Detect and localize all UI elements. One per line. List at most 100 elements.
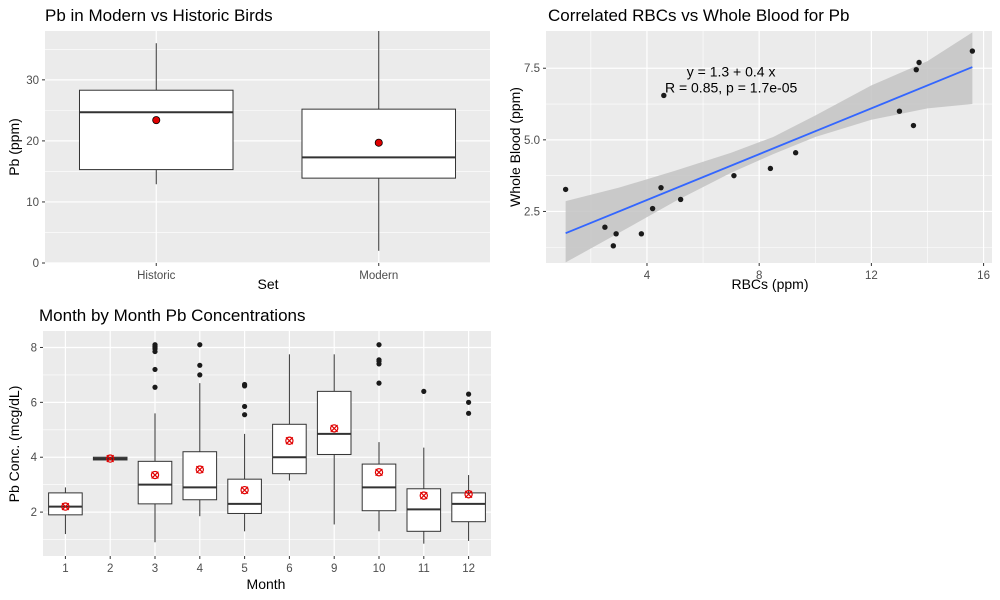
chart-title: Correlated RBCs vs Whole Blood for Pb — [548, 6, 849, 25]
data-point — [562, 186, 569, 193]
confidence-band — [565, 32, 973, 263]
x-tick-label: 4 — [644, 270, 651, 282]
mean-point — [285, 436, 294, 445]
data-point — [658, 184, 664, 191]
y-tick-label: 10 — [26, 197, 39, 209]
x-tick-label: 8 — [756, 270, 762, 282]
outlier-point — [376, 342, 382, 348]
outlier-point — [242, 381, 248, 388]
outlier-point — [466, 399, 472, 405]
scatter-marks: y = 1.3 + 0.4 xR = 0.85, p = 1.7e-05 — [562, 32, 976, 263]
data-point — [661, 92, 667, 99]
box — [227, 478, 262, 514]
y-tick-labels: 2.5 5.0 7.5 — [524, 63, 546, 218]
outlier-point — [197, 362, 203, 368]
mean-point — [195, 465, 204, 474]
x-tick-label: 16 — [977, 270, 990, 282]
y-tick-label: 8 — [31, 342, 37, 354]
y-tick-labels: 2 4 6 8 — [31, 342, 43, 519]
mean-cross — [285, 436, 294, 445]
outlier-point — [197, 372, 203, 378]
y-axis-label: Pb Conc. (mcg/dL) — [6, 386, 22, 503]
data-point — [969, 48, 976, 54]
outlier-point — [242, 412, 248, 418]
mean-point — [330, 424, 339, 433]
y-axis-label: Whole Blood (ppm) — [507, 87, 523, 207]
mean-cross — [61, 502, 70, 511]
y-tick-label: 2 — [31, 507, 37, 519]
x-tick-label: 4 — [197, 563, 204, 575]
mean-cross — [195, 465, 204, 474]
box — [272, 423, 307, 475]
y-tick-labels: 0 10 20 30 — [26, 75, 45, 270]
outlier-point — [466, 391, 472, 397]
mean-cross — [106, 454, 115, 463]
regression-line — [565, 66, 973, 235]
mean-cross — [375, 468, 383, 477]
box-marks — [78, 31, 457, 251]
mean-point — [61, 502, 70, 511]
x-tick-label: 10 — [373, 563, 386, 575]
x-tick-label: 9 — [331, 563, 337, 575]
mean-cross — [419, 491, 428, 500]
regression-equation: y = 1.3 + 0.4 x — [687, 64, 776, 80]
mean-point — [152, 116, 161, 125]
chart-title: Pb in Modern vs Historic Birds — [45, 6, 273, 25]
data-point — [649, 205, 656, 212]
outlier-point — [152, 342, 158, 348]
x-tick-label: 6 — [286, 563, 292, 575]
chart-title: Month by Month Pb Concentrations — [39, 306, 305, 325]
data-point — [602, 224, 608, 230]
x-tick-labels: Historic Modern — [137, 263, 398, 282]
outlier-point — [152, 384, 158, 390]
outlier-point — [376, 357, 382, 363]
data-point — [910, 122, 917, 129]
outlier-point — [376, 380, 382, 386]
data-point — [913, 66, 919, 73]
box — [316, 390, 352, 455]
mean-point — [419, 491, 428, 500]
x-tick-label: 12 — [462, 563, 475, 575]
data-point — [731, 172, 737, 179]
y-tick-label: 0 — [33, 258, 39, 270]
data-point — [767, 165, 774, 172]
y-tick-label: 2.5 — [524, 206, 540, 218]
x-tick-label: 3 — [152, 563, 158, 575]
mean-cross — [240, 486, 249, 494]
historic-modern-panel: 0 10 20 30 Historic Modern Pb in Modern vs H… — [6, 6, 490, 292]
x-tick-label: 2 — [107, 563, 113, 575]
box — [137, 460, 173, 505]
correlation-stats: R = 0.85, p = 1.7e-05 — [665, 80, 798, 96]
data-point — [677, 196, 684, 203]
x-tick-labels: 4 8 12 16 — [644, 263, 990, 282]
outlier-point — [197, 342, 203, 348]
data-point — [916, 59, 922, 66]
box — [182, 451, 218, 501]
y-tick-label: 6 — [31, 397, 37, 409]
x-axis-label: Month — [247, 576, 286, 592]
x-tick-label: 1 — [62, 563, 68, 575]
x-tick-label: Modern — [359, 270, 398, 282]
data-point — [613, 231, 619, 237]
x-tick-label: 5 — [241, 563, 247, 575]
x-tick-label: 12 — [865, 270, 878, 282]
mean-point — [374, 468, 384, 477]
y-tick-label: 30 — [26, 75, 39, 87]
x-tick-label: 11 — [418, 563, 430, 575]
data-point — [896, 108, 903, 114]
mean-point — [150, 470, 160, 480]
outlier-point — [242, 403, 248, 410]
y-axis-label: Pb (ppm) — [6, 118, 22, 176]
box — [451, 492, 486, 523]
mean-cross — [330, 424, 339, 433]
rbc-wholeblood-panel: y = 1.3 + 0.4 xR = 0.85, p = 1.7e-05 2.5… — [507, 6, 992, 292]
box — [48, 492, 83, 516]
box-marks — [48, 342, 486, 544]
x-axis-label: Set — [257, 276, 278, 292]
data-point — [792, 150, 799, 156]
data-point — [638, 231, 645, 237]
mean-point — [464, 490, 473, 499]
x-tick-label: Historic — [137, 270, 176, 282]
